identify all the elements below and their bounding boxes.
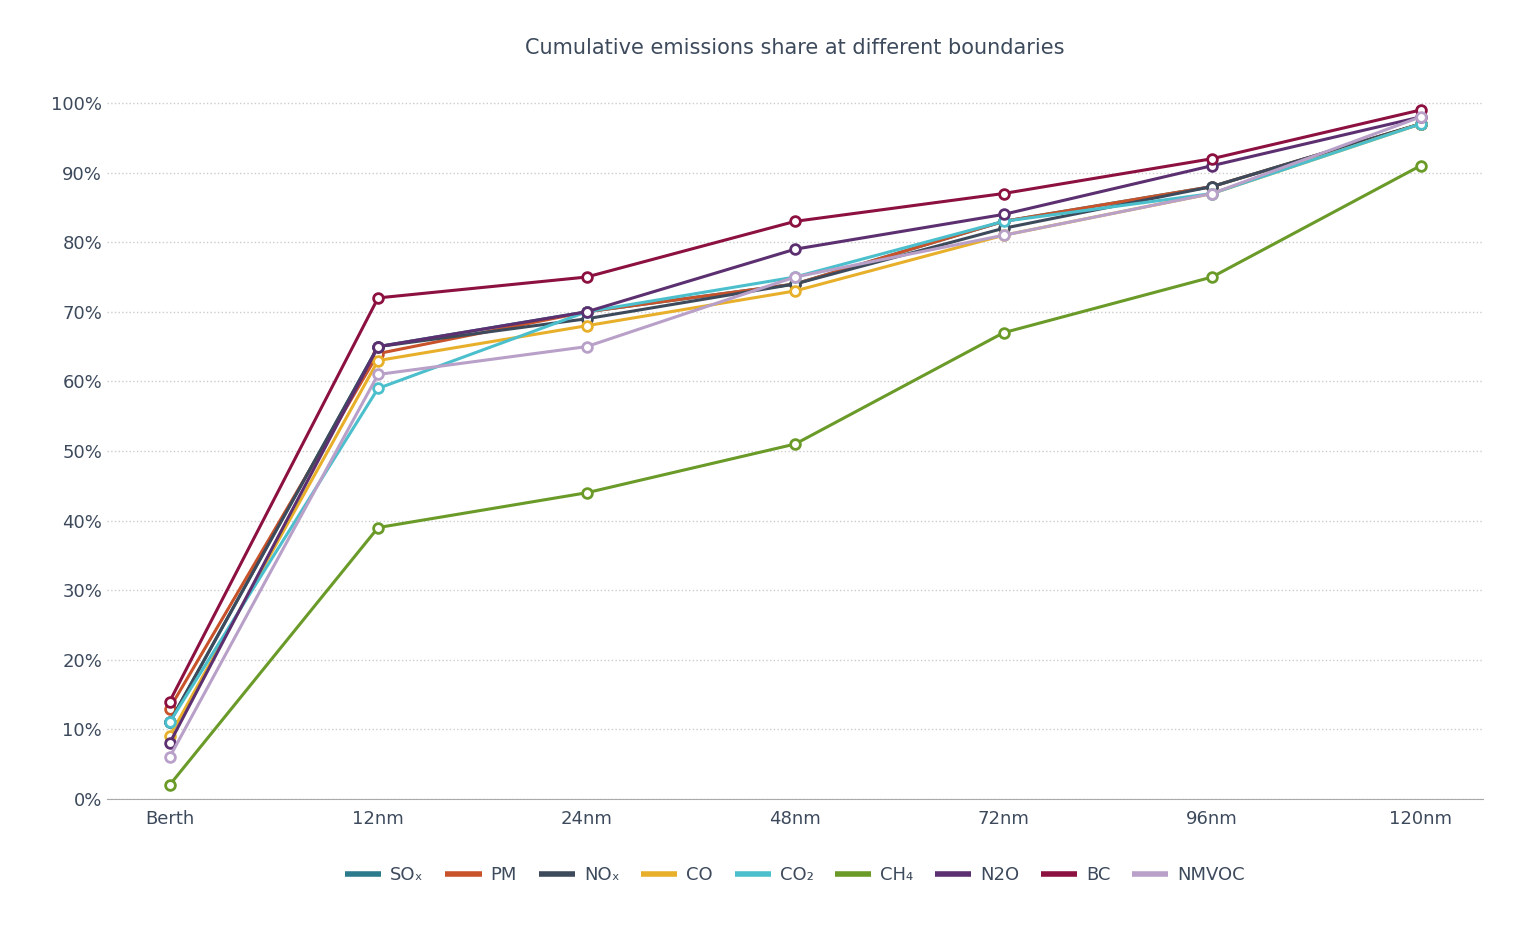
Title: Cumulative emissions share at different boundaries: Cumulative emissions share at different … — [526, 39, 1064, 58]
Legend: SOₓ, PM, NOₓ, CO, CO₂, CH₄, N2O, BC, NMVOC: SOₓ, PM, NOₓ, CO, CO₂, CH₄, N2O, BC, NMV… — [338, 859, 1252, 891]
